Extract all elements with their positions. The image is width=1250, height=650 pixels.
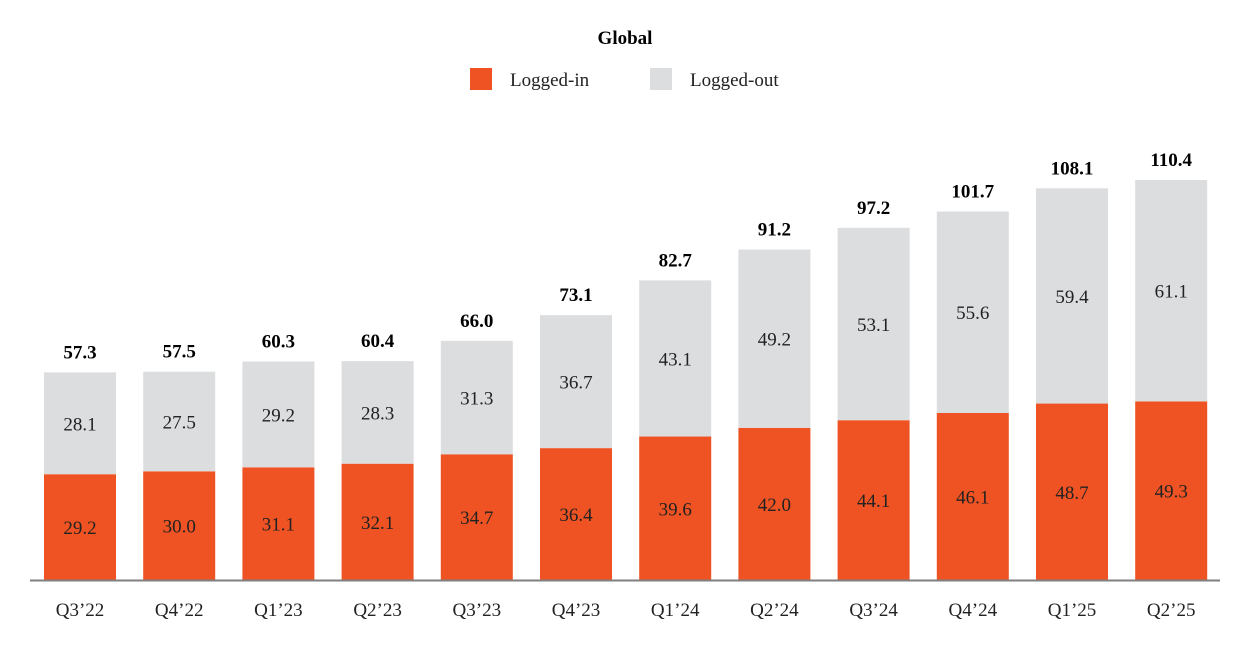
label-logged-out-7: 49.2 <box>758 330 791 351</box>
label-logged-in-11: 49.3 <box>1155 482 1188 503</box>
label-total-3: 60.4 <box>361 331 395 352</box>
label-logged-in-10: 48.7 <box>1055 483 1088 504</box>
bar-logged-in-4 <box>440 454 513 580</box>
bar-logged-out-2 <box>242 361 315 468</box>
x-tick-label-10: Q1’25 <box>1048 600 1097 621</box>
label-logged-out-8: 53.1 <box>857 315 890 336</box>
bar-logged-out-5 <box>540 315 612 449</box>
label-total-11: 110.4 <box>1150 150 1192 171</box>
x-tick-label-2: Q1’23 <box>254 600 303 621</box>
legend-label-logged-out: Logged-out <box>690 70 779 91</box>
label-total-6: 82.7 <box>659 250 693 271</box>
bar-logged-in-5 <box>540 448 612 580</box>
x-tick-label-4: Q3’23 <box>453 600 502 621</box>
bar-logged-out-11 <box>1135 180 1208 402</box>
x-tick-label-8: Q3’24 <box>849 600 898 621</box>
label-logged-in-1: 30.0 <box>163 517 196 538</box>
label-logged-out-0: 28.1 <box>63 414 96 435</box>
bar-logged-in-11 <box>1135 401 1208 580</box>
bar-logged-in-9 <box>936 412 1009 580</box>
label-logged-out-1: 27.5 <box>163 412 196 433</box>
label-total-0: 57.3 <box>63 342 96 363</box>
label-logged-in-6: 39.6 <box>659 499 692 520</box>
bar-logged-out-4 <box>440 340 513 455</box>
bar-logged-out-1 <box>143 371 216 472</box>
bar-logged-in-6 <box>639 436 712 580</box>
bar-logged-in-3 <box>341 463 414 580</box>
label-logged-out-5: 36.7 <box>559 373 592 394</box>
bar-logged-in-2 <box>242 467 315 580</box>
x-tick-label-3: Q2’23 <box>353 600 402 621</box>
x-tick-label-1: Q4’22 <box>155 600 204 621</box>
label-logged-in-0: 29.2 <box>63 518 96 539</box>
legend-swatch-logged-out <box>650 68 672 90</box>
label-logged-in-3: 32.1 <box>361 513 394 534</box>
label-total-9: 101.7 <box>951 182 994 203</box>
label-logged-in-8: 44.1 <box>857 491 890 512</box>
bar-logged-in-10 <box>1036 403 1108 580</box>
label-logged-in-2: 31.1 <box>262 515 295 536</box>
x-tick-label-7: Q2’24 <box>750 600 799 621</box>
bar-logged-out-6 <box>639 280 712 437</box>
label-logged-out-4: 31.3 <box>460 389 493 410</box>
label-logged-out-6: 43.1 <box>659 349 692 370</box>
bar-logged-out-9 <box>936 211 1009 413</box>
bar-logged-out-10 <box>1036 188 1108 404</box>
bar-logged-in-8 <box>837 420 910 580</box>
x-tick-label-6: Q1’24 <box>651 600 700 621</box>
label-logged-out-10: 59.4 <box>1055 287 1089 308</box>
x-tick-label-11: Q2’25 <box>1147 600 1196 621</box>
bar-logged-out-8 <box>837 227 910 421</box>
bar-logged-out-3 <box>341 361 414 464</box>
bar-logged-in-7 <box>738 427 811 580</box>
legend-label-logged-in: Logged-in <box>510 70 590 91</box>
label-total-2: 60.3 <box>262 332 295 353</box>
bar-logged-out-0 <box>44 372 116 475</box>
label-logged-in-7: 42.0 <box>758 495 791 516</box>
label-logged-in-4: 34.7 <box>460 508 493 529</box>
bars-group: 29.2 28.1 57.3 Q3’22 30.0 27.5 57.5 Q4’22 31.1 29… <box>44 150 1208 621</box>
label-total-5: 73.1 <box>559 285 592 306</box>
label-logged-out-9: 55.6 <box>956 303 989 324</box>
label-total-8: 97.2 <box>857 198 890 219</box>
label-total-7: 91.2 <box>758 220 791 241</box>
label-total-1: 57.5 <box>163 342 196 363</box>
label-total-4: 66.0 <box>460 311 493 332</box>
x-tick-label-9: Q4’24 <box>949 600 998 621</box>
legend: Logged-in Logged-out <box>470 68 779 91</box>
x-tick-label-0: Q3’22 <box>56 600 105 621</box>
label-logged-out-3: 28.3 <box>361 403 394 424</box>
bar-logged-in-1 <box>143 471 216 580</box>
label-logged-in-5: 36.4 <box>559 505 593 526</box>
label-logged-out-11: 61.1 <box>1155 282 1188 303</box>
legend-swatch-logged-in <box>470 68 492 90</box>
label-total-10: 108.1 <box>1051 158 1094 179</box>
label-logged-in-9: 46.1 <box>956 487 989 508</box>
bar-logged-out-7 <box>738 249 811 428</box>
bar-logged-in-0 <box>44 474 116 580</box>
label-logged-out-2: 29.2 <box>262 405 295 426</box>
x-tick-label-5: Q4’23 <box>552 600 601 621</box>
chart-title: Global <box>598 28 653 49</box>
